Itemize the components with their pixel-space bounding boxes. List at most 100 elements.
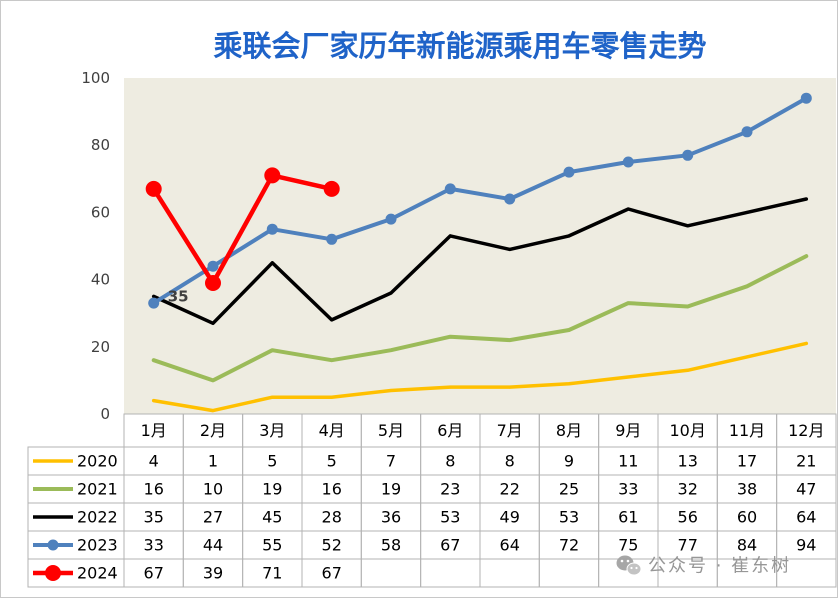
- legend-label: 2023: [77, 536, 118, 555]
- series-2020: [151, 341, 809, 413]
- x-tick-label: 4月: [319, 421, 345, 440]
- data-point-2023-8: [563, 166, 575, 178]
- data-point-2021-11: [745, 284, 749, 288]
- data-point-2023-5: [385, 213, 397, 225]
- legend-marker-2023: [47, 539, 59, 551]
- x-tick-label: 10月: [670, 421, 706, 440]
- table-value: 1: [208, 452, 218, 471]
- y-tick-label: 100: [81, 69, 110, 87]
- data-point-2020-11: [745, 355, 749, 359]
- data-point-2023-11: [741, 126, 753, 138]
- table-value: 72: [559, 536, 579, 555]
- data-point-2020-3: [270, 395, 274, 399]
- data-point-2023-1: [148, 297, 160, 309]
- data-point-2023-10: [682, 149, 694, 161]
- table-value: 49: [500, 508, 520, 527]
- table-value: 19: [262, 480, 282, 499]
- table-value: 52: [322, 536, 342, 555]
- data-point-2020-2: [211, 409, 215, 413]
- data-point-2020-12: [804, 341, 808, 345]
- y-tick-label: 20: [91, 338, 110, 356]
- data-point-2020-7: [508, 385, 512, 389]
- table-value: 61: [618, 508, 638, 527]
- series-2023: [148, 92, 812, 309]
- table-value: 60: [737, 508, 757, 527]
- series-2021: [151, 254, 809, 383]
- table-value: 47: [796, 480, 816, 499]
- data-point-2024-4: [323, 180, 340, 197]
- table-value: 25: [559, 480, 579, 499]
- table-value: 67: [144, 564, 164, 583]
- data-point-2023-12: [800, 92, 812, 104]
- data-point-2024-1: [145, 180, 162, 197]
- data-point-2020-4: [330, 395, 334, 399]
- data-point-2020-1: [152, 399, 156, 403]
- table-value: 45: [262, 508, 282, 527]
- table-value: 75: [618, 536, 638, 555]
- table-value: 58: [381, 536, 401, 555]
- data-point-2023-2: [207, 260, 219, 272]
- data-point-2023-6: [444, 183, 456, 195]
- legend-label: 2024: [77, 564, 118, 583]
- table-value: 23: [440, 480, 460, 499]
- chart-title: 乘联会厂家历年新能源乘用车零售走势: [213, 29, 706, 63]
- series-line-2021: [151, 254, 809, 383]
- data-point-2022-1: [152, 294, 156, 298]
- data-point-2021-5: [389, 348, 393, 352]
- data-point-2021-2: [211, 378, 215, 382]
- table-value: 36: [381, 508, 401, 527]
- table-value: 28: [322, 508, 342, 527]
- legend-marker-2024: [45, 565, 61, 581]
- x-tick-label: 11月: [729, 421, 765, 440]
- data-point-2023-7: [504, 193, 516, 205]
- table-value: 11: [618, 452, 638, 471]
- table-value: 94: [796, 536, 816, 555]
- table-value: 64: [500, 536, 520, 555]
- data-point-2020-6: [448, 385, 452, 389]
- data-point-2021-9: [626, 301, 630, 305]
- table-value: 67: [440, 536, 460, 555]
- data-point-2020-9: [626, 375, 630, 379]
- table-cell: [776, 558, 837, 588]
- table-value: 21: [796, 452, 816, 471]
- data-point-2022-11: [745, 210, 749, 214]
- series-line-2024: [151, 173, 334, 286]
- table-value: 84: [737, 536, 757, 555]
- data-point-2021-12: [804, 254, 808, 258]
- data-label-2022: 35: [168, 287, 189, 305]
- table-value: 4: [149, 452, 159, 471]
- x-tick-label: 8月: [556, 421, 582, 440]
- data-point-2022-3: [270, 261, 274, 265]
- y-tick-label: 0: [100, 405, 110, 423]
- data-point-2023-4: [326, 233, 338, 245]
- table-value: 67: [322, 564, 342, 583]
- data-point-2022-7: [508, 247, 512, 251]
- table-value: 7: [386, 452, 396, 471]
- data-point-2024-2: [205, 275, 221, 291]
- plot-area: [124, 78, 836, 414]
- y-axis: 0 20 40 60 80 100: [81, 69, 110, 423]
- table-value: 44: [203, 536, 223, 555]
- table-value: 19: [381, 480, 401, 499]
- data-point-2020-8: [567, 382, 571, 386]
- table-value: 8: [505, 452, 515, 471]
- series-2022: [151, 197, 809, 326]
- series-2024: [145, 167, 340, 291]
- data-point-2022-4: [330, 318, 334, 322]
- table-value: 5: [327, 452, 337, 471]
- table-value: 16: [322, 480, 342, 499]
- data-point-2021-7: [508, 338, 512, 342]
- y-tick-label: 60: [91, 203, 110, 221]
- y-tick-label: 40: [91, 271, 110, 289]
- data-point-2021-1: [152, 358, 156, 362]
- data-point-2022-5: [389, 291, 393, 295]
- x-tick-label: 2月: [200, 421, 226, 440]
- data-point-2021-6: [448, 335, 452, 339]
- data-labels: 35: [168, 287, 189, 305]
- data-point-2022-2: [211, 321, 215, 325]
- data-point-2021-8: [567, 328, 571, 332]
- data-point-2022-8: [567, 234, 571, 238]
- legend-label: 2021: [77, 480, 118, 499]
